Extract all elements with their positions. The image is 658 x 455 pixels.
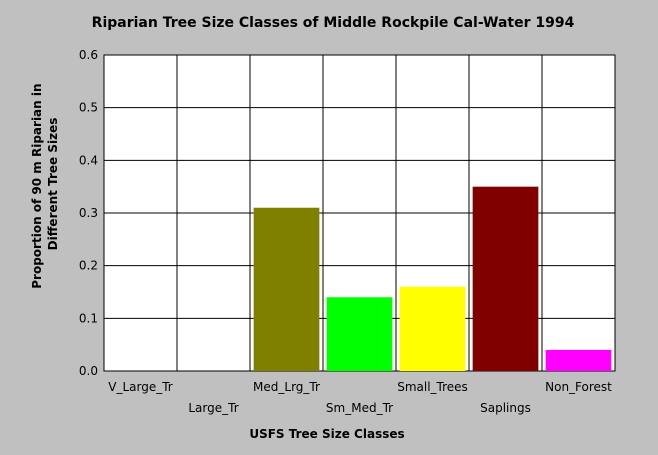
x-tick-label: Saplings xyxy=(480,401,531,415)
y-tick-label: 0.4 xyxy=(79,153,98,167)
bar xyxy=(253,207,320,371)
bars xyxy=(253,186,612,371)
y-axis-title-line-1: Proportion of 90 m Riparian in xyxy=(30,83,44,288)
chart-title: Riparian Tree Size Classes of Middle Roc… xyxy=(92,15,575,31)
y-tick-label: 0.0 xyxy=(79,364,98,378)
bar xyxy=(545,349,612,371)
bar xyxy=(399,286,466,371)
x-tick-label: Small_Trees xyxy=(397,380,468,394)
bar xyxy=(472,186,539,371)
y-tick-labels: 0.0 0.1 0.2 0.3 0.4 0.5 0.6 xyxy=(79,48,98,378)
x-tick-label: Large_Tr xyxy=(188,401,238,415)
x-tick-label: Sm_Med_Tr xyxy=(326,401,393,415)
x-tick-label: V_Large_Tr xyxy=(108,380,173,394)
y-tick-label: 0.2 xyxy=(79,259,98,273)
y-axis-title: Proportion of 90 m Riparian in Different… xyxy=(30,79,60,288)
bar xyxy=(326,297,393,371)
x-axis-title: USFS Tree Size Classes xyxy=(249,427,404,441)
y-tick-label: 0.1 xyxy=(79,311,98,325)
y-tick-label: 0.5 xyxy=(79,101,98,115)
y-tick-label: 0.6 xyxy=(79,48,98,62)
y-axis-title-line-2: Different Tree Sizes xyxy=(46,118,60,251)
y-tick-label: 0.3 xyxy=(79,206,98,220)
x-tick-labels: V_Large_Tr Large_Tr Med_Lrg_Tr Sm_Med_Tr Sma… xyxy=(108,380,612,415)
x-tick-label: Med_Lrg_Tr xyxy=(253,380,320,394)
x-tick-label: Non_Forest xyxy=(545,380,612,394)
